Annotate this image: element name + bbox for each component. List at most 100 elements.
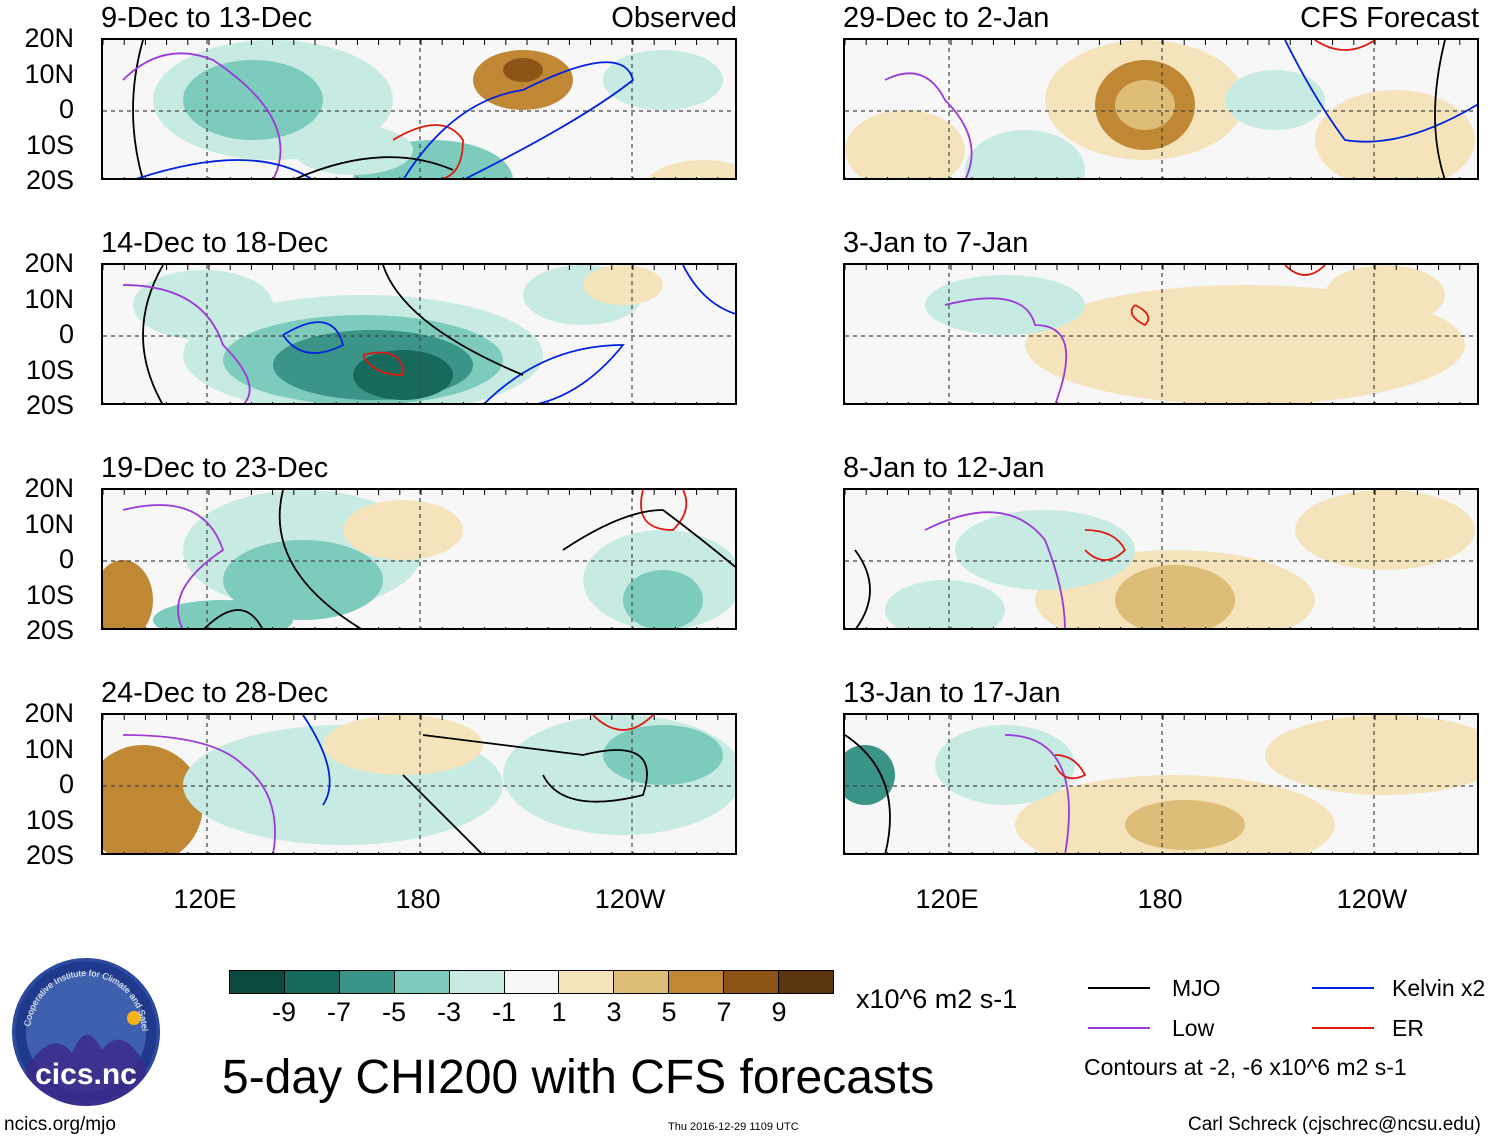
panel-map [101, 488, 737, 630]
panel-plot [103, 265, 735, 403]
colorbar-swatch [394, 971, 450, 993]
panel-map [101, 713, 737, 855]
lon-tick-label: 120E [173, 884, 237, 914]
contour-line [403, 61, 635, 178]
anomaly-region [603, 725, 723, 785]
colorbar-swatch [504, 971, 560, 993]
panel-title: 29-Dec to 2-Jan [843, 2, 1050, 34]
panel-plot [845, 265, 1477, 403]
anomaly-region [113, 765, 173, 845]
contour-line [136, 159, 312, 178]
panel-map [843, 713, 1479, 855]
contour-line [142, 265, 164, 403]
contour-line [392, 124, 464, 178]
legend-er-label: ER [1392, 1015, 1424, 1041]
footer-timestamp: Thu 2016-12-29 1109 UTC [668, 1121, 799, 1133]
anomaly-region [323, 715, 483, 775]
panel-title: 13-Jan to 17-Jan [843, 677, 1061, 709]
panel-plot [845, 40, 1477, 178]
colorbar-swatch [614, 971, 670, 993]
anomaly-region [1295, 490, 1475, 570]
anomaly-region [1115, 305, 1415, 385]
panel-title: 9-Dec to 13-Dec [101, 2, 313, 34]
panel-title: 3-Jan to 7-Jan [843, 227, 1029, 259]
colorbar-tick-label: 1 [551, 997, 567, 1027]
contour-line [402, 774, 483, 853]
contour-line [122, 52, 282, 178]
anomaly-region [1115, 565, 1235, 628]
legend-low-line [1088, 1027, 1150, 1029]
footer-url[interactable]: ncics.org/mjo [4, 1114, 116, 1135]
anomaly-region [1115, 80, 1175, 130]
logo-text: cics.nc [35, 1058, 137, 1091]
contour-note: Contours at -2, -6 x10^6 m2 s-1 [1084, 1054, 1407, 1080]
colorbar [229, 970, 834, 994]
lat-tick-label: 10N [24, 283, 74, 314]
panel-tag: Observed [611, 2, 737, 34]
panel-title: 19-Dec to 23-Dec [101, 452, 329, 484]
panel-plot [103, 490, 735, 628]
colorbar-tick-label: -7 [326, 997, 351, 1027]
contour-line [1434, 40, 1446, 178]
anomaly-region [935, 725, 1075, 805]
lat-tick-label: 10N [24, 58, 74, 89]
panel-tag: CFS Forecast [1300, 2, 1479, 34]
anomaly-region [845, 110, 965, 178]
lon-tick-label: 180 [395, 884, 441, 914]
contour-line [295, 156, 454, 178]
anomaly-region [885, 580, 1005, 628]
lat-tick-label: 0 [58, 94, 74, 124]
anomaly-region [648, 160, 735, 178]
anomaly-region [925, 275, 1085, 335]
lat-tick-label: 10S [25, 804, 74, 835]
panel-plot [103, 715, 735, 853]
contour-line [483, 344, 625, 403]
contour-line [1314, 40, 1376, 51]
panel-plot [845, 715, 1477, 853]
panel-map [843, 488, 1479, 630]
contour-line [884, 72, 973, 178]
legend-kelvin-label: Kelvin x2 [1392, 975, 1486, 1001]
colorbar-tick-label: -1 [491, 997, 516, 1027]
colorbar-swatch [284, 971, 340, 993]
colorbar-swatch [230, 971, 285, 993]
colorbar-units: x10^6 m2 s-1 [856, 984, 1018, 1014]
contour-line [1004, 734, 1070, 853]
contour-line [122, 734, 276, 853]
panel-title: 24-Dec to 28-Dec [101, 677, 329, 709]
anomaly-region [955, 510, 1135, 590]
panel-plot [103, 40, 735, 178]
contour-line [122, 284, 251, 403]
anomaly-region [1225, 70, 1325, 130]
colorbar-tick-label: 9 [771, 997, 787, 1027]
contour-line [562, 509, 735, 568]
lat-tick-label: 10N [24, 508, 74, 539]
main-title: 5-day CHI200 with CFS forecasts [222, 1051, 935, 1104]
anomaly-region [583, 265, 663, 305]
lat-tick-label: 10N [24, 733, 74, 764]
colorbar-tick-label: -3 [436, 997, 461, 1027]
panel-map [101, 263, 737, 405]
colorbar-swatch [339, 971, 395, 993]
anomaly-region [603, 50, 723, 110]
panel-plot [845, 490, 1477, 628]
lat-tick-label: 0 [58, 769, 74, 799]
legend-mjo-label: MJO [1172, 975, 1221, 1001]
contour-line [1054, 754, 1087, 780]
lat-tick-label: 20N [24, 23, 74, 53]
colorbar-swatch [779, 971, 833, 993]
contour-line [382, 265, 524, 376]
lat-tick-label: 20N [24, 698, 74, 728]
contour-line [132, 40, 144, 178]
contour-line [944, 297, 1068, 403]
colorbar-tick-label: -9 [271, 997, 296, 1027]
lat-tick-label: 10S [25, 354, 74, 385]
legend-er-line [1312, 1027, 1374, 1029]
contour-line [1284, 40, 1477, 143]
contour-line [682, 265, 735, 315]
anomaly-region [1325, 265, 1445, 325]
panel-title: 14-Dec to 18-Dec [101, 227, 329, 259]
panel-title: 8-Jan to 12-Jan [843, 452, 1045, 484]
cics-logo: Cooperative Institute for Climate and Sa… [12, 958, 160, 1106]
lon-tick-label: 120E [915, 884, 979, 914]
